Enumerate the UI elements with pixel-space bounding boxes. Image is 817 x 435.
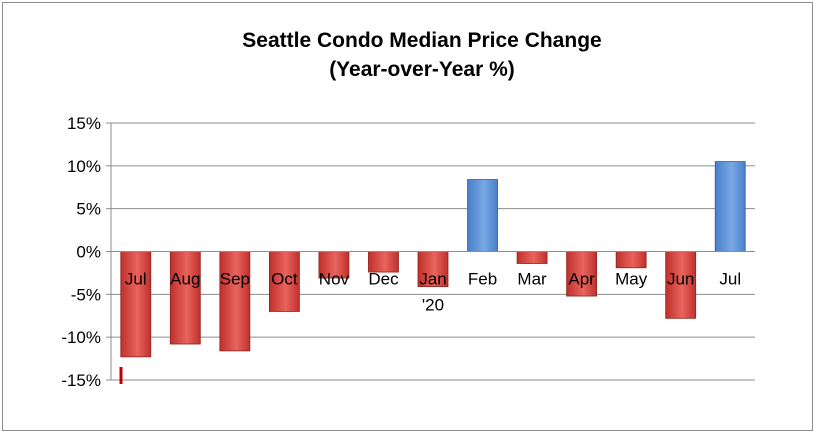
y-tick-label: 5% (76, 200, 101, 219)
bar (417, 251, 449, 288)
x-tick-label: Jun (667, 270, 694, 289)
chart-title: Seattle Condo Median Price Change (242, 29, 601, 52)
x-tick-label: Nov (319, 270, 350, 289)
x-tick-label: Jul (125, 270, 147, 289)
x-tick-label: Sep (220, 270, 250, 289)
bar (120, 251, 152, 358)
x-tick-label: Jul (719, 270, 741, 289)
bar (467, 179, 498, 252)
x-tick-label: Oct (271, 270, 298, 289)
bar (318, 251, 350, 279)
x-tick-label: Aug (170, 270, 200, 289)
x-tick-label: Jan (419, 270, 446, 289)
bar (714, 161, 746, 252)
chart-subtitle: (Year-over-Year %) (329, 58, 515, 81)
x-tick-label: Apr (568, 270, 595, 289)
x-tick-label: Dec (368, 270, 399, 289)
y-tick-label: 10% (67, 157, 101, 176)
y-axis-ticks: 15% 10% 5% 0% -5% -10% -15% (61, 114, 111, 390)
bars (120, 161, 746, 358)
y-tick-label: -10% (61, 328, 101, 347)
chart-frame: Seattle Condo Median Price Change (Year-… (2, 2, 813, 431)
bar (665, 251, 697, 319)
y-tick-label: 15% (67, 114, 101, 133)
bar (169, 251, 201, 345)
bar (615, 251, 647, 269)
bar (516, 251, 548, 264)
y-tick-label: -5% (71, 285, 101, 304)
x-tick-label: Feb (468, 270, 497, 289)
y-tick-label: 0% (76, 243, 101, 262)
bar (219, 251, 251, 352)
chart: Seattle Condo Median Price Change (Year-… (61, 29, 755, 390)
x-tick-sublabel: '20 (422, 296, 444, 315)
y-tick-label: -15% (61, 371, 101, 390)
gridlines (111, 122, 755, 381)
x-axis-labels: Jul Aug Sep Oct Nov Dec Jan '20 Feb Mar Apr May Jun J… (125, 270, 741, 315)
bar (566, 251, 598, 297)
x-tick-label: May (615, 270, 648, 289)
x-tick-label: Mar (517, 270, 547, 289)
bar (268, 251, 300, 312)
